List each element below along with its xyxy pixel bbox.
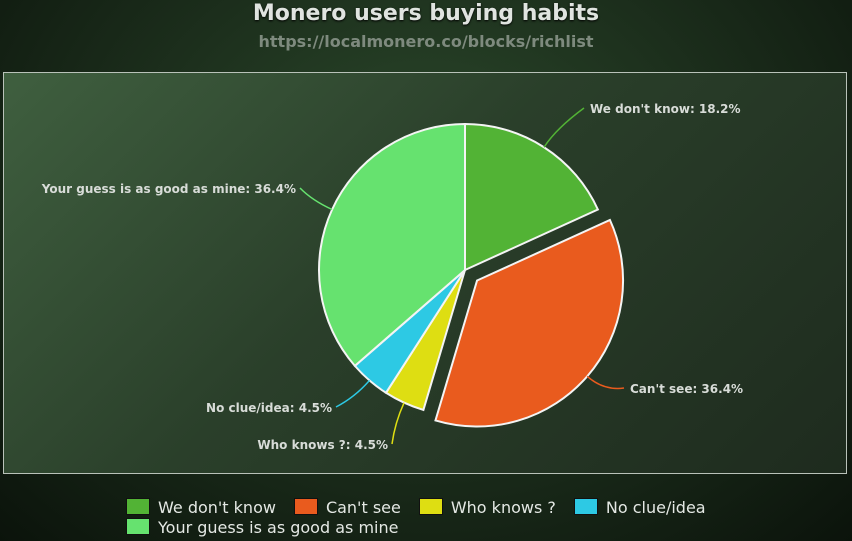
slice-label: Who knows ?: 4.5%: [257, 438, 388, 452]
legend: We don't know Can't see Who knows ? No clue…: [126, 498, 766, 538]
legend-label: Can't see: [325, 498, 401, 517]
slice-label: Can't see: 36.4%: [630, 382, 743, 396]
leader-line: [299, 187, 333, 211]
legend-item: Who knows ?: [418, 498, 556, 518]
legend-swatch: [126, 518, 150, 535]
leader-line: [391, 402, 405, 445]
leader-line: [543, 107, 585, 148]
legend-swatch: [418, 498, 443, 515]
leader-line: [335, 379, 371, 408]
legend-item: Your guess is as good as mine: [126, 518, 398, 538]
pie-slice: [464, 122, 600, 272]
legend-item: Can't see: [293, 498, 401, 518]
slice-label: No clue/idea: 4.5%: [206, 401, 332, 415]
legend-label: Your guess is as good as mine: [158, 518, 399, 537]
legend-swatch: [126, 498, 150, 515]
pie-slice: [434, 218, 625, 428]
slice-label: We don't know: 18.2%: [590, 102, 741, 116]
legend-label: We don't know: [158, 498, 276, 517]
chart-subtitle: https://localmonero.co/blocks/richlist: [258, 32, 594, 51]
legend-label: Who knows ?: [450, 498, 556, 517]
leader-line: [586, 375, 625, 390]
slice-label: Your guess is as good as mine: 36.4%: [41, 182, 296, 196]
legend-swatch: [573, 498, 598, 515]
legend-label: No clue/idea: [605, 498, 706, 517]
legend-swatch: [293, 498, 318, 515]
legend-item: No clue/idea: [573, 498, 706, 518]
legend-item: We don't know: [126, 498, 276, 518]
chart-title: Monero users buying habits: [252, 1, 600, 26]
